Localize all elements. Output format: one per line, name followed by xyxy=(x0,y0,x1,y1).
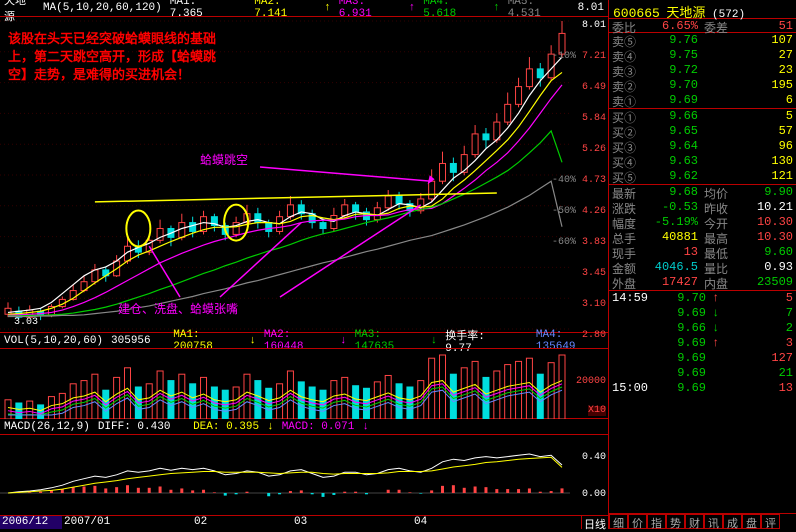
info-grid: 最新9.68均价9.90涨跌-0.53昨收10.21幅度-5.19%今开10.3… xyxy=(609,185,796,290)
tick-row: 15:009.6913 xyxy=(609,381,796,396)
macd-axis-0: 0.00 xyxy=(582,490,606,500)
tick-row: 9.69127 xyxy=(609,351,796,366)
bids-row: 买②9.6557 xyxy=(609,124,796,139)
volume-header: VOL(5,10,20,60) 305956↓ MA1: 200758↓ MA2… xyxy=(0,332,608,348)
price-header: 天地源 MA(5,10,20,60,120) MA1: 7.365↑ MA2: … xyxy=(0,0,608,16)
weibi-value: 6.65% xyxy=(643,19,701,32)
info-row: 涨跌-0.53昨收10.21 xyxy=(609,200,796,215)
side-header: 600665 天地源 (572) xyxy=(609,0,796,18)
tick-row: 9.6921 xyxy=(609,366,796,381)
side-tab[interactable]: 细 xyxy=(609,514,628,529)
macd-val-label: MACD: 0.071 xyxy=(282,421,355,433)
macd-header: MACD(26,12,9) DIFF: 0.430↓ DEA: 0.395↓ M… xyxy=(0,418,608,434)
x-label-4: 04 xyxy=(412,516,429,529)
vol-axis-20000: 20000 xyxy=(576,377,606,387)
side-tab[interactable]: 讯 xyxy=(704,514,723,529)
x-axis: 2006/12 2007/01 02 03 04 日线 xyxy=(0,515,608,529)
side-tab[interactable]: 成 xyxy=(723,514,742,529)
vol-value: 305956 xyxy=(111,335,151,347)
asks-row: 卖①9.696 xyxy=(609,93,796,108)
side-tab[interactable]: 指 xyxy=(647,514,666,529)
macd-axis-04: 0.40 xyxy=(582,453,606,463)
annotation-main: 该股在头天已经突破蛤蟆眼线的基础上，第二天跳空高开，形成【蛤蟆跳空】走势，是难得… xyxy=(8,31,218,86)
asks-row: 卖③9.7223 xyxy=(609,63,796,78)
bids-row: 买⑤9.62121 xyxy=(609,169,796,184)
ma-params: MA(5,10,20,60,120) xyxy=(43,2,162,14)
side-tab[interactable]: 价 xyxy=(628,514,647,529)
last-price: 8.01 xyxy=(578,2,604,14)
side-panel: 600665 天地源 (572) 委比 6.65% 委差 51 卖⑤9.7610… xyxy=(608,0,796,529)
info-row: 现手13最低9.60 xyxy=(609,245,796,260)
bids-row: 买①9.665 xyxy=(609,109,796,124)
asks-list: 卖⑤9.76107卖④9.7527卖③9.7223卖②9.70195卖①9.69… xyxy=(609,33,796,108)
diff-label: DIFF: 0.430 xyxy=(98,421,171,433)
x-label-3: 03 xyxy=(292,516,412,529)
macd-chart[interactable]: 0.40 0.00 xyxy=(0,434,608,514)
price-tick: 3.45 xyxy=(582,269,606,279)
volume-chart[interactable]: 20000 X10 xyxy=(0,348,608,418)
asks-row: 卖②9.70195 xyxy=(609,78,796,93)
price-tick: 5.26 xyxy=(582,145,606,155)
x-right-label: 日线 xyxy=(581,516,608,529)
tick-row: 14:599.70↑5 xyxy=(609,291,796,306)
price-chart[interactable]: 该股在头天已经突破蛤蟆眼线的基础上，第二天跳空高开，形成【蛤蟆跳空】走势，是难得… xyxy=(0,16,608,332)
price-tick: -60% 3.83 xyxy=(552,238,606,248)
price-tick: 8.01 xyxy=(582,21,606,31)
low-label: 3.03 xyxy=(14,317,38,328)
weibi-label: 委比 xyxy=(609,19,643,32)
info-row: 总手40881最高10.30 xyxy=(609,230,796,245)
info-row: 金额4046.5量比0.93 xyxy=(609,260,796,275)
macd-label: MACD(26,12,9) xyxy=(4,421,90,433)
vol-label: VOL(5,10,20,60) xyxy=(4,335,103,347)
x-label-1: 2007/01 xyxy=(62,516,192,529)
info-row: 幅度-5.19%今开10.30 xyxy=(609,215,796,230)
weicha-label: 委差 xyxy=(701,19,735,32)
bids-list: 买①9.665买②9.6557买③9.6496买④9.63130买⑤9.6212… xyxy=(609,109,796,184)
tick-row: 9.66↓2 xyxy=(609,321,796,336)
price-tick: 3.10 xyxy=(582,300,606,310)
price-tick: -50% 4.26 xyxy=(552,207,606,217)
price-tick: 5.84 xyxy=(582,114,606,124)
dea-label: DEA: 0.395 xyxy=(193,421,259,433)
tick-list: 14:599.70↑59.69↓79.66↓29.69↑39.691279.69… xyxy=(609,291,796,396)
asks-row: 卖④9.7527 xyxy=(609,48,796,63)
price-tick: -10% 7.21 xyxy=(552,52,606,62)
info-row: 最新9.68均价9.90 xyxy=(609,185,796,200)
tick-row: 9.69↓7 xyxy=(609,306,796,321)
asks-row: 卖⑤9.76107 xyxy=(609,33,796,48)
annotation-build: 建仓、洗盘、蛤蟆张嘴 xyxy=(118,300,238,317)
weicha-value: 51 xyxy=(735,19,796,32)
info-row: 外盘17427内盘23509 xyxy=(609,275,796,290)
side-tab[interactable]: 财 xyxy=(685,514,704,529)
ratio-row: 委比 6.65% 委差 51 xyxy=(609,18,796,33)
vol-axis-x10: X10 xyxy=(588,406,606,416)
price-tick: -40% 4.73 xyxy=(552,176,606,186)
side-tab[interactable]: 评 xyxy=(761,514,780,529)
bids-row: 买④9.63130 xyxy=(609,154,796,169)
side-tabs[interactable]: 细价指势财讯成盘评 xyxy=(609,513,796,529)
side-tab[interactable]: 势 xyxy=(666,514,685,529)
price-tick: 2.80 xyxy=(582,331,606,341)
price-tick: 6.49 xyxy=(582,83,606,93)
tick-row: 9.69↑3 xyxy=(609,336,796,351)
bids-row: 买③9.6496 xyxy=(609,139,796,154)
side-tab[interactable]: 盘 xyxy=(742,514,761,529)
x-label-0: 2006/12 xyxy=(0,516,62,529)
annotation-gap: 蛤蟆跳空 xyxy=(200,151,248,168)
x-label-2: 02 xyxy=(192,516,292,529)
